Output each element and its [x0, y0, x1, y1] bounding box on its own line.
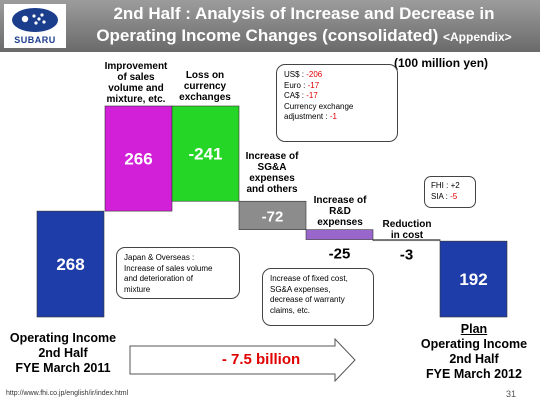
bar-base [36, 210, 105, 318]
callout-japan-overseas: Japan & Overseas : Increase of sales vol… [116, 247, 240, 299]
title-line-1: 2nd Half : Analysis of Increase and Decr… [113, 4, 495, 23]
bar-label-sga: -72 [262, 208, 284, 225]
category-label-fx: Loss on currency exchanges [179, 70, 231, 103]
category-label-sales: Improvement of sales volume and mixture, et… [104, 61, 168, 105]
callout-currency-breakdown: US$ : -206 Euro : -17 CA$ : -17 Currency… [276, 64, 398, 142]
category-label-sga: Increase of SG&A expenses and others [245, 151, 299, 195]
base-period-label: Operating Income 2nd Half FYE March 2011 [9, 331, 117, 375]
bar-sga [238, 200, 307, 230]
title-line-2: Operating Income Changes (consolidated) … [72, 25, 536, 48]
bar-label-base: 268 [56, 255, 84, 274]
subaru-stars-icon [12, 8, 58, 32]
bar-label-sales: 266 [124, 150, 152, 169]
callout-fhi-sia: FHI : +2 SIA : -5 [424, 176, 476, 208]
bar-rd [305, 229, 374, 240]
title-appendix: <Appendix> [442, 30, 512, 44]
footer-url[interactable]: http://www.fhi.co.jp/english/ir/index.ht… [6, 390, 129, 397]
plan-period-label: Plan Operating Income 2nd Half FYE March 2… [410, 322, 538, 382]
bar-label-plan: 192 [459, 270, 487, 289]
bar-label-rd: -25 [329, 246, 351, 263]
category-label-cost: Reduction in cost [382, 219, 432, 241]
bar-sales [104, 105, 173, 212]
change-amount: - 7.5 billion [221, 351, 301, 368]
subaru-logo: SUBARU [4, 4, 66, 48]
bar-plan [439, 240, 508, 318]
change-arrow-shape [129, 337, 356, 383]
change-arrow [129, 337, 356, 383]
category-label-rd: Increase of R&D expenses [313, 195, 367, 228]
page-title: 2nd Half : Analysis of Increase and Decr… [72, 3, 536, 48]
page-number: 31 [506, 389, 517, 399]
callout-fixed-cost: Increase of fixed cost, SG&A expenses, d… [262, 268, 374, 326]
bar-label-cost: -3 [400, 247, 413, 264]
title-line-2-text: Operating Income Changes (consolidated) [96, 26, 439, 45]
logo-text: SUBARU [14, 35, 56, 45]
plan-label: Plan [460, 322, 488, 336]
bar-cost [372, 239, 441, 242]
bar-fx [171, 105, 240, 202]
bar-label-fx: -241 [188, 145, 222, 164]
unit-label: (100 million yen) [394, 56, 489, 70]
header-bar: SUBARU 2nd Half : Analysis of Increase a… [0, 0, 540, 52]
